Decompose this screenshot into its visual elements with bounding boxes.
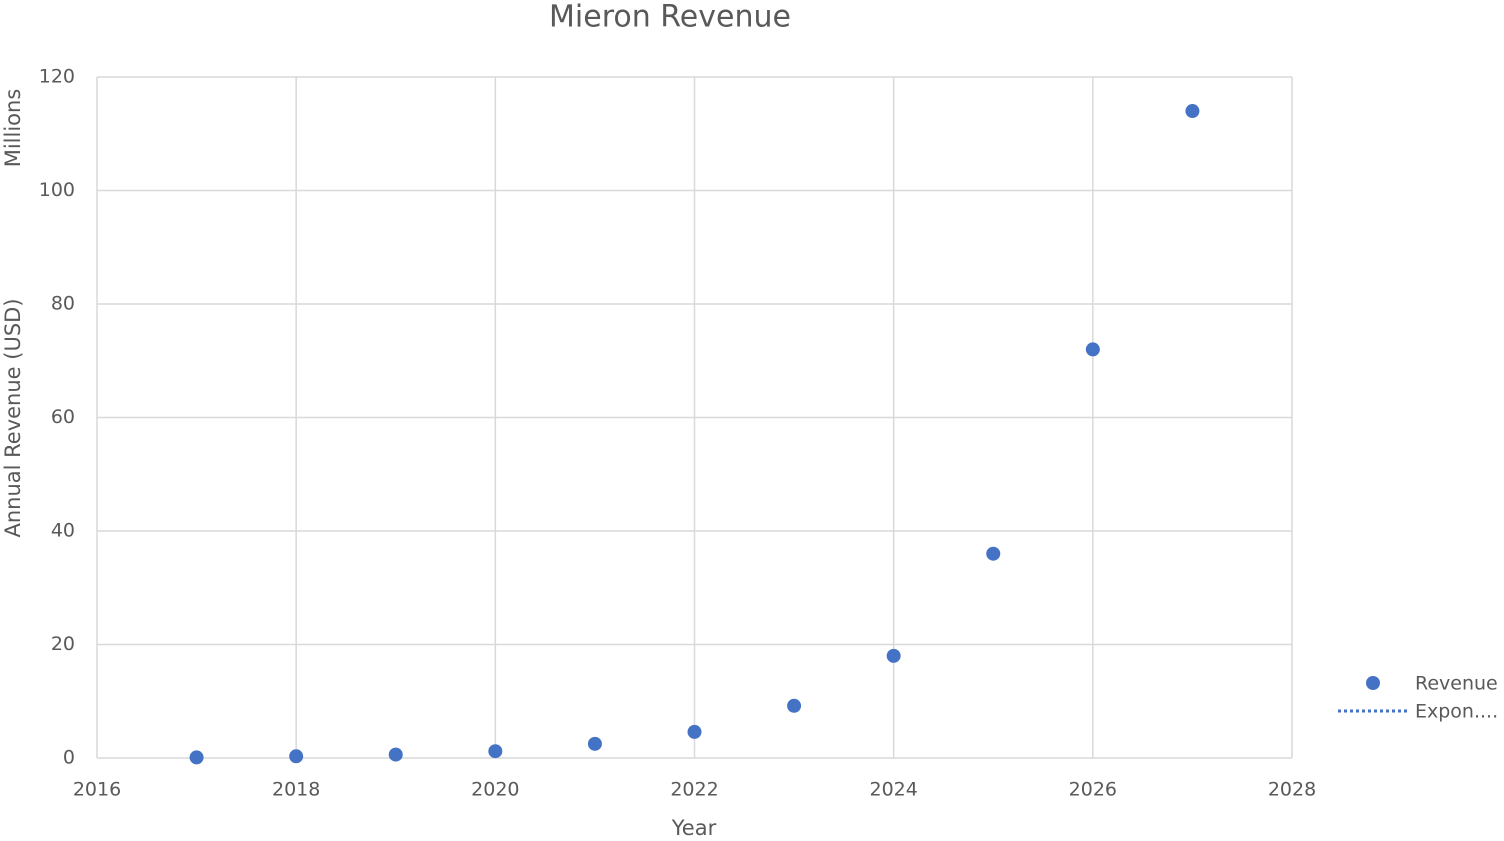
y-tick-label: 100 [39,179,75,201]
x-tick-label: 2020 [471,779,519,801]
legend-marker [1366,676,1380,690]
legend-label: Revenue [1415,673,1498,695]
point [488,744,503,759]
x-axis-title: Year [671,816,717,840]
point [687,724,702,739]
point [388,747,403,762]
chart-title: Mieron Revenue [549,0,791,35]
x-tick-label: 2028 [1268,779,1316,801]
legend-label: Expon.... [1415,701,1498,723]
y-tick-label: 0 [63,747,75,769]
y-unit-label: Millions [1,89,25,168]
y-tick-label: 120 [39,66,75,88]
y-tick-label: 20 [51,633,75,655]
y-axis-title: Annual Revenue (USD) [1,298,25,537]
x-tick-label: 2016 [73,779,121,801]
point [986,546,1001,561]
x-tick-label: 2018 [272,779,320,801]
x-tick-label: 2026 [1069,779,1117,801]
point [189,750,204,765]
y-tick-label: 80 [51,293,75,315]
point [289,749,304,764]
point [886,648,901,663]
point [587,736,602,751]
point [1085,342,1100,357]
y-tick-label: 40 [51,520,75,542]
point [787,698,802,713]
x-tick-label: 2022 [670,779,718,801]
x-tick-label: 2024 [869,779,917,801]
point [1185,104,1200,119]
y-tick-label: 60 [51,406,75,428]
